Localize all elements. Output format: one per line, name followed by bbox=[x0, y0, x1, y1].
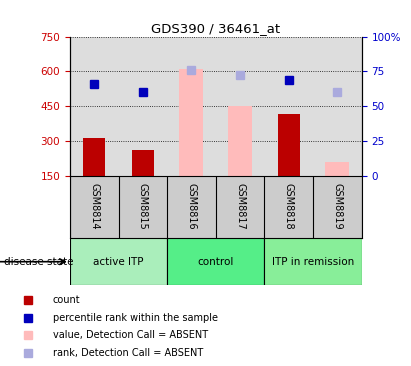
Bar bbox=[180, 69, 203, 176]
Bar bbox=[132, 150, 154, 176]
Bar bbox=[278, 113, 300, 176]
Text: GSM8817: GSM8817 bbox=[235, 183, 245, 230]
Text: GSM8819: GSM8819 bbox=[332, 183, 342, 230]
Text: GSM8814: GSM8814 bbox=[89, 183, 99, 230]
Text: value, Detection Call = ABSENT: value, Detection Call = ABSENT bbox=[53, 330, 208, 340]
Text: GSM8815: GSM8815 bbox=[138, 183, 148, 230]
Bar bbox=[326, 162, 349, 176]
Text: ITP in remission: ITP in remission bbox=[272, 257, 354, 267]
Bar bbox=[83, 138, 105, 176]
Text: rank, Detection Call = ABSENT: rank, Detection Call = ABSENT bbox=[53, 348, 203, 358]
Bar bbox=[167, 238, 264, 285]
Text: disease state: disease state bbox=[4, 257, 74, 267]
Text: GSM8816: GSM8816 bbox=[187, 183, 196, 230]
Text: GSM8818: GSM8818 bbox=[284, 183, 294, 230]
Text: active ITP: active ITP bbox=[93, 257, 144, 267]
Text: count: count bbox=[53, 295, 80, 305]
Title: GDS390 / 36461_at: GDS390 / 36461_at bbox=[151, 22, 280, 36]
Text: control: control bbox=[198, 257, 234, 267]
Bar bbox=[70, 238, 167, 285]
Bar bbox=[228, 106, 252, 176]
Bar bbox=[264, 238, 362, 285]
Text: percentile rank within the sample: percentile rank within the sample bbox=[53, 313, 217, 323]
